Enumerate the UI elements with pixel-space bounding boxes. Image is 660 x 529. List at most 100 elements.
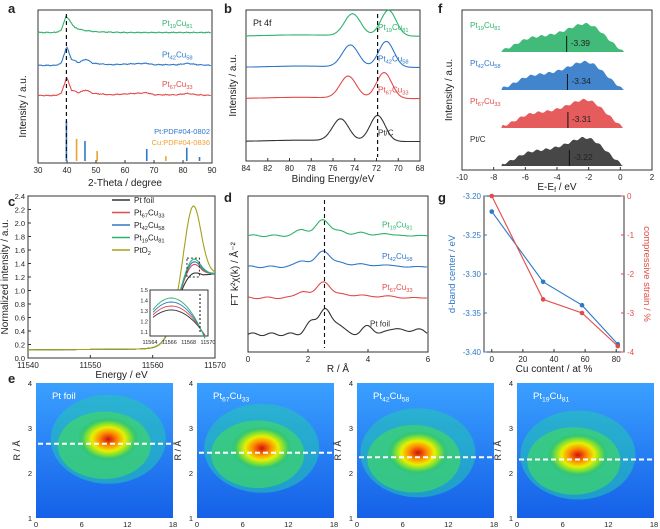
panel-a-xtick: 50 (92, 166, 101, 175)
panel-f-dos-area (462, 98, 640, 128)
panel-c-inset-xtick: 11570 (201, 340, 216, 346)
panel-c-series-line (28, 205, 216, 351)
panel-f-center-label: -3.34 (571, 76, 591, 86)
panel-e-ytick: 3 (28, 424, 32, 433)
panel-f-series-label: Pt67Cu33 (470, 97, 501, 108)
panel-e-ylabel: R / Å (12, 440, 22, 460)
panel-a-series-label: Pt67Cu33 (162, 80, 193, 91)
panel-a-ref-pt-label: Pt:PDF#04-0802 (154, 127, 210, 136)
panel-c-xtick: 11550 (80, 361, 102, 370)
panel-d-series-line (247, 307, 428, 337)
panel-b-xtick: 84 (242, 164, 251, 173)
panel-g-right-ytick: -2 (627, 270, 635, 279)
panel-e-ytick: 3 (349, 424, 353, 433)
panel-g-strain-point (615, 343, 621, 349)
panel-letter-b: b (224, 1, 232, 16)
panel-b-xtick: 72 (372, 164, 381, 173)
panel-c-xtick: 11540 (17, 361, 39, 370)
panel-c-legend-label: PtO2 (134, 246, 151, 257)
panel-f-xtick: -2 (585, 173, 593, 182)
panel-d-series-line (247, 219, 428, 238)
panel-c-ytick: 0.4 (15, 327, 25, 336)
panel-d-series-label: Pt67Cu33 (382, 283, 413, 294)
panel-a-xtick: 60 (121, 166, 130, 175)
panel-d-frame (247, 195, 429, 353)
panel-f-xtick: 2 (650, 173, 655, 182)
panel-g-left-ytick: -3.30 (463, 270, 482, 279)
panel-c-inset-ytick: 1.3 (140, 309, 148, 315)
panel-c-ytick: 0.2 (15, 341, 25, 350)
panel-a-xtick: 90 (208, 166, 217, 175)
panel-f-xtick: -8 (490, 173, 498, 182)
panel-b-series-label: Pt/C (378, 129, 394, 138)
panel-b-title: Pt 4f (253, 18, 272, 28)
panel-b-xtick: 82 (263, 164, 272, 173)
panel-g-ylabel-left: d-band center / eV (447, 234, 458, 313)
panel-letter-g: g (438, 190, 446, 205)
panel-e-ytick: 1 (28, 514, 32, 523)
panel-f-center-label: -3.31 (572, 114, 592, 124)
panel-e-ytick: 4 (189, 379, 193, 388)
panel-d-series-line (247, 250, 428, 269)
panel-c-inset-ytick: 1.2 (140, 320, 148, 326)
panel-c-ytick: 1.0 (15, 287, 25, 296)
panel-e-ytick: 4 (349, 379, 353, 388)
panel-g-xtick: 20 (518, 355, 527, 364)
panel-b-series-line (246, 9, 420, 37)
panel-e-ytick: 2 (28, 469, 32, 478)
panel-a-series-label: Pt42Cu58 (162, 51, 193, 62)
panel-g-right-ytick: 0 (627, 192, 632, 201)
panel-c-ytick: 2.2 (15, 206, 25, 215)
panel-f-xtick: -6 (522, 173, 530, 182)
panel-g-right-ytick: -3 (627, 309, 635, 318)
panel-letter-c: c (8, 194, 15, 209)
panel-f-xtick: -10 (456, 173, 468, 182)
panel-f-dos-area (462, 136, 640, 166)
panel-e-xtick: 18 (169, 520, 177, 529)
panel-c-inset-xtick: 11564 (143, 340, 158, 346)
panel-e-map-hotspot (387, 431, 449, 475)
panel-b-series-line (246, 114, 420, 143)
panel-g-right-ytick: -1 (627, 231, 635, 240)
panel-c-ytick: 0.0 (15, 354, 25, 363)
panel-c-ylabel: Normalized intensity / a.u. (0, 219, 11, 334)
panel-e-ytick: 3 (189, 424, 193, 433)
panel-f-ylabel: Intensity / a.u. (444, 59, 455, 121)
panel-c-legend-label: Pt foil (134, 196, 154, 205)
panel-e-ytick: 2 (189, 469, 193, 478)
panel-letter-a: a (8, 1, 16, 16)
panel-e-xtick: 12 (604, 520, 612, 529)
panel-d-series-label: Pt19Cu81 (382, 221, 413, 232)
panel-b-xtick: 70 (394, 164, 403, 173)
panel-g-strain-point (540, 297, 546, 302)
panel-d-xtick: 4 (366, 355, 371, 364)
panel-e-map-3: Pt42Cu58 (357, 383, 494, 518)
panel-f-series-label: Pt/C (470, 135, 486, 144)
panel-a-xtick: 80 (179, 166, 188, 175)
panel-f-xtick: -4 (553, 173, 561, 182)
panel-c-legend-label: Pt42Cu58 (134, 221, 165, 232)
panel-f-center-label: -3.39 (571, 38, 591, 48)
panel-c-ytick: 1.6 (15, 246, 25, 255)
panel-a-ylabel: Intensity / a.u. (18, 75, 29, 137)
panel-c-xlabel: Energy / eV (95, 370, 148, 381)
panel-g-xtick: 80 (612, 355, 621, 364)
panel-g-dband-point (489, 209, 495, 214)
panel-b-series-label: Pt19Cu81 (378, 23, 409, 34)
panel-g-right-ytick: -4 (627, 348, 635, 357)
panel-e-xtick: 0 (515, 520, 519, 529)
panel-g-strain-point (579, 310, 585, 316)
panel-c-inset-ytick: 1.5 (140, 288, 148, 294)
panel-d-ylabel: FT k²χ(k) / Å⁻² (228, 241, 241, 305)
panel-g-left-ytick: -3.20 (463, 192, 482, 201)
panel-e-map-hotspot (231, 426, 292, 470)
panel-letter-d: d (224, 190, 232, 205)
panel-e-map-label: Pt67Cu33 (213, 391, 250, 403)
panel-c-inset-frame (149, 289, 209, 337)
panel-c-zoom-box (186, 257, 200, 278)
panel-e-map-2: Pt67Cu33 (197, 383, 334, 518)
panel-f-xlabel: E-Ef / eV (537, 182, 577, 194)
panel-g-left-ytick: -3.40 (463, 348, 482, 357)
panel-g-xtick: 40 (550, 355, 559, 364)
